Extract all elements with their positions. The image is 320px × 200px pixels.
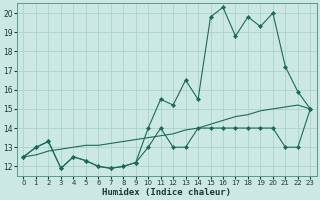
X-axis label: Humidex (Indice chaleur): Humidex (Indice chaleur): [102, 188, 231, 197]
